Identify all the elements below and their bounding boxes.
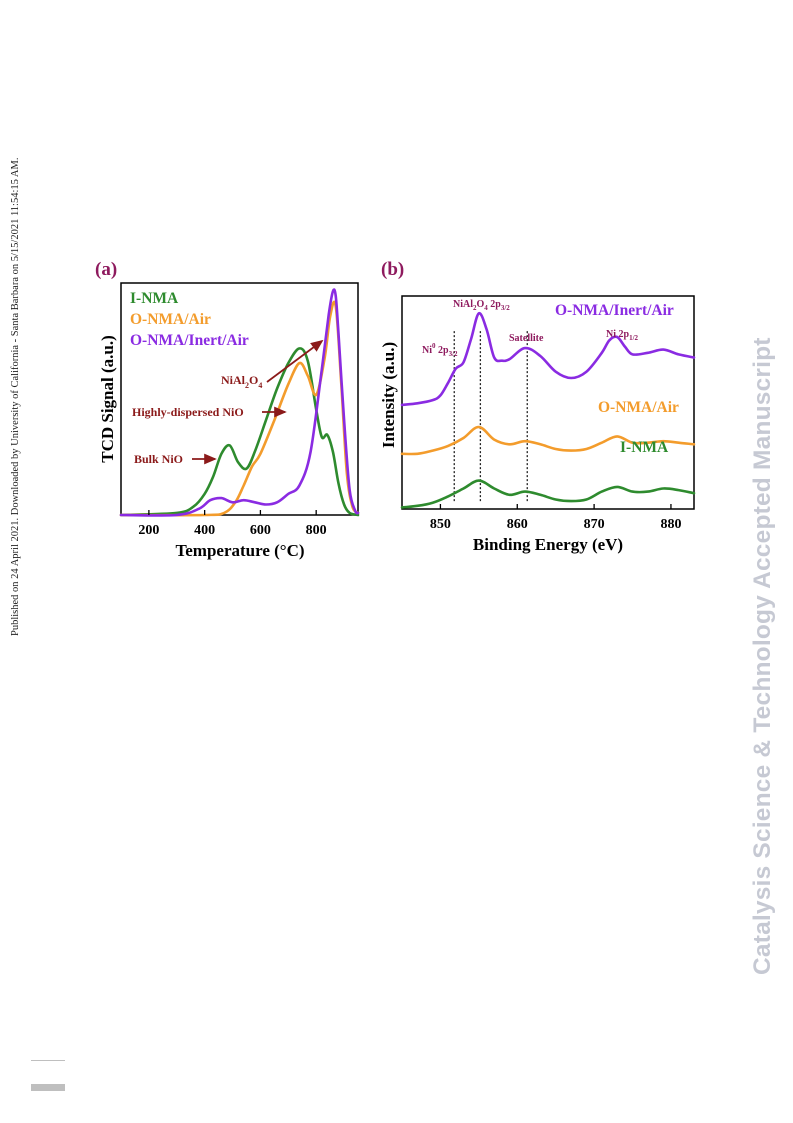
- panel-b-series-i-nma: [400, 479, 696, 509]
- footer-bar: [31, 1084, 65, 1091]
- panel-b-x-ticks: 850 860 870 880: [430, 504, 681, 532]
- panel-b-series-label-o-nma-inert-air: O-NMA/Inert/Air: [555, 302, 674, 319]
- panel-a-annotation-bulk-nio: Bulk NiO: [134, 452, 183, 466]
- panel-b-series-label-i-nma: I-NMA: [620, 439, 669, 456]
- panel-b-series-label-o-nma-air: O-NMA/Air: [598, 399, 679, 416]
- panel-a-x-tick-label: 200: [138, 523, 159, 538]
- panel-a-label: (a): [95, 259, 117, 280]
- panel-b-series-o-nma-air: [400, 425, 696, 456]
- panel-a-x-axis-label: Temperature (°C): [175, 541, 304, 560]
- panel-b-x-tick-label: 850: [430, 517, 451, 532]
- panel-b-plot-area: [400, 312, 696, 509]
- panel-b-series-o-nma-inert-air: [400, 312, 696, 407]
- panel-a-legend-o-nma-inert-air: O-NMA/Inert/Air: [130, 332, 249, 349]
- panel-a-annotation-dispersed-nio: Highly-dispersed NiO: [132, 405, 244, 419]
- panel-b-annotation-ni0: Ni0 2p3/2: [422, 342, 458, 358]
- panel-a-legend-i-nma: I-NMA: [130, 290, 179, 307]
- panel-a-frame: [120, 282, 359, 516]
- panel-a-series-i-nma: [119, 347, 360, 517]
- panel-a-x-tick-label: 400: [194, 523, 215, 538]
- panel-a-arrow-spinel: [266, 339, 324, 383]
- panel-b-x-axis-label: Binding Energy (eV): [473, 535, 623, 554]
- panel-b-x-tick-label: 870: [584, 517, 605, 532]
- panel-b-y-axis-label: Intensity (a.u.): [379, 342, 398, 448]
- panel-b-x-tick-label: 880: [660, 517, 681, 532]
- panel-b-label: (b): [381, 259, 404, 280]
- panel-b-annotation-satellite: Satellite: [509, 333, 544, 344]
- panel-b-annotation-ni-2p12: Ni 2p1/2: [606, 329, 639, 342]
- panel-a-plot-area: [119, 288, 360, 517]
- panel-a-x-tick-label: 800: [306, 523, 327, 538]
- panel-b-x-tick-label: 860: [507, 517, 528, 532]
- panel-a-legend-o-nma-air: O-NMA/Air: [130, 311, 211, 328]
- footer-rule: [31, 1060, 65, 1061]
- panel-b-frame: [401, 295, 695, 510]
- panel-a-series-o-nma-inert-air: [119, 288, 360, 517]
- panel-a-annotation-spinel: NiAl2O4: [221, 373, 262, 390]
- panel-a-y-axis-label: TCD Signal (a.u.): [98, 335, 117, 463]
- panel-a-x-tick-label: 600: [250, 523, 271, 538]
- panel-b-annotation-spinel: NiAl2O4 2p3/2: [453, 299, 510, 312]
- panel-a-x-ticks: 200 400 600 800: [138, 510, 327, 538]
